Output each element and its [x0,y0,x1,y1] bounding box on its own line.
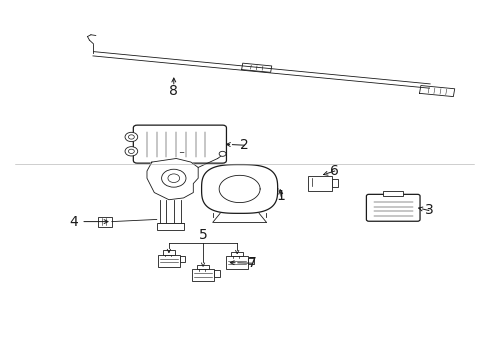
FancyBboxPatch shape [366,194,419,221]
Bar [98,217,112,226]
Circle shape [125,132,138,141]
Text: 4: 4 [69,215,78,229]
Polygon shape [201,165,277,213]
Bar [158,255,179,267]
Bar [213,270,219,277]
Text: ─: ─ [179,150,183,156]
Circle shape [128,135,134,139]
Circle shape [125,147,138,156]
Bar [231,252,243,256]
Bar [247,258,253,264]
Polygon shape [219,175,260,203]
Bar [192,269,213,282]
Text: 6: 6 [329,164,339,178]
Bar [197,265,208,269]
Circle shape [128,149,134,153]
Text: 5: 5 [198,228,207,242]
Polygon shape [147,158,198,200]
Circle shape [167,174,179,183]
Bar [331,179,337,187]
Circle shape [161,169,185,187]
Bar [226,256,247,269]
Circle shape [219,151,225,156]
Text: 7: 7 [247,256,256,270]
Bar [157,223,183,230]
FancyBboxPatch shape [133,125,226,163]
Bar [163,250,174,255]
Text: 8: 8 [169,84,178,98]
Text: 2: 2 [240,138,248,152]
Polygon shape [241,63,271,72]
Text: 1: 1 [276,189,285,203]
Polygon shape [419,86,454,96]
Bar [179,256,185,262]
Text: 3: 3 [424,203,432,217]
Bar [383,191,402,196]
Bar [307,176,331,191]
